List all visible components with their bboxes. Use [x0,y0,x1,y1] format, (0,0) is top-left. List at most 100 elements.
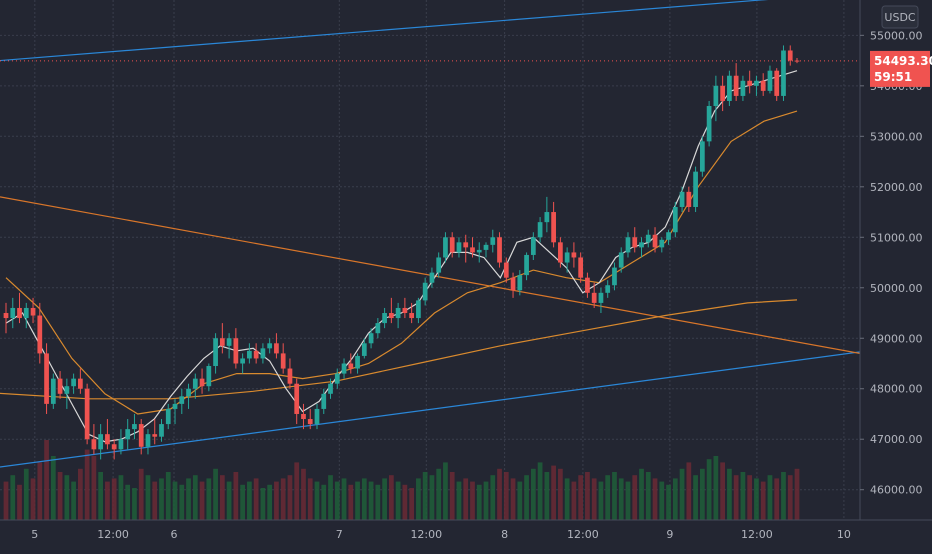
volume-bar [78,468,83,520]
volume-bar [233,472,239,520]
price-tick-label: 51000.00 [870,231,923,244]
volume-bar [551,465,556,520]
volume-bar [23,468,29,520]
trend-lines [0,0,932,468]
time-axis[interactable]: 5 12:00 6 7 12:00 8 12:00 9 12:00 10 [0,519,932,541]
currency-button[interactable]: USDC [881,5,919,29]
candle-body [443,237,448,258]
volume-bar [3,481,9,520]
candle-body [57,378,63,394]
candle-body [247,350,252,359]
volume-bar [591,478,597,520]
candle-body [666,232,671,240]
candle-body [672,206,678,233]
volume-bar [740,472,746,520]
volume-bar [50,456,56,520]
volume-bar [503,472,509,520]
volume-bar [395,481,401,520]
candle-body [192,378,198,389]
candle-body [294,383,300,414]
candle-body [84,388,90,440]
candle-body [125,429,131,440]
volume-bar [612,472,617,520]
candle-body [639,242,644,248]
price-tick-label: 55000.00 [870,29,923,42]
volume-bar [287,475,293,520]
time-tick-label: 5 [31,528,38,541]
candle-body [314,408,320,425]
volume-bar [672,478,678,520]
candle-body [598,292,604,303]
volume-bar [429,475,435,520]
volume-bar [118,475,124,520]
time-tick-label: 12:00 [741,528,773,541]
volume-bar [443,462,448,520]
volume-bar [618,478,624,520]
candle-body [564,252,570,263]
candle-body [476,249,482,253]
volume-bar [733,475,739,520]
candle-body [17,307,22,319]
volume-bar [659,481,665,520]
candle-body [787,50,793,61]
moving-averages [0,70,798,443]
candle-body [78,378,83,389]
ma-long-line [0,299,798,400]
candle-body [321,393,327,409]
candle-body [105,434,110,445]
candle-body [159,424,164,437]
candle-body [328,383,333,394]
candle-body [50,378,56,404]
volume-bar [159,478,164,520]
candle-body [625,237,631,253]
volume-bar [558,468,563,520]
candle-body [152,434,158,437]
volume-bar [483,481,489,520]
candle-body [544,212,550,223]
candle-body [571,252,577,258]
volume-bar [679,468,685,520]
price-tick-label: 52000.00 [870,181,923,194]
volume-bar [456,481,462,520]
volume-bar [537,462,543,520]
candle-body [402,307,408,314]
volume-bar [172,481,178,520]
volume-bar [91,456,97,520]
volume-bar [280,478,286,520]
candle-body [179,396,185,404]
candle-body [510,277,516,291]
candle-body [132,424,137,430]
volume-bar [274,481,279,520]
candle-body [226,338,232,346]
candle-body [382,313,387,324]
volume-bar [693,475,698,520]
candle-body [585,277,590,293]
volume-bar [510,478,516,520]
volume-bar [64,475,70,520]
price-tick-label: 48000.00 [870,383,923,396]
candle-body [679,191,685,207]
volume-bar [37,462,43,520]
volume-bar [341,478,347,520]
volume-bar [497,468,502,520]
volume-bar [388,475,394,520]
candle-body [524,254,529,276]
volume-bar [490,475,496,520]
candle-body [686,191,692,207]
volume-bar [132,488,137,520]
candle-body [388,313,394,319]
volume-bar [98,472,104,520]
volume-bar [632,475,638,520]
volume-bar [10,475,16,520]
candle-body [632,237,638,248]
volume-bar [402,484,408,520]
volume-bar [530,468,536,520]
candle-body [429,272,435,283]
candle-body [240,358,245,364]
candle-body [23,307,29,319]
time-tick-label: 12:00 [567,528,599,541]
volume-bar [686,462,692,520]
countdown-label: 59:51 [874,70,912,84]
candle-body [361,343,367,356]
